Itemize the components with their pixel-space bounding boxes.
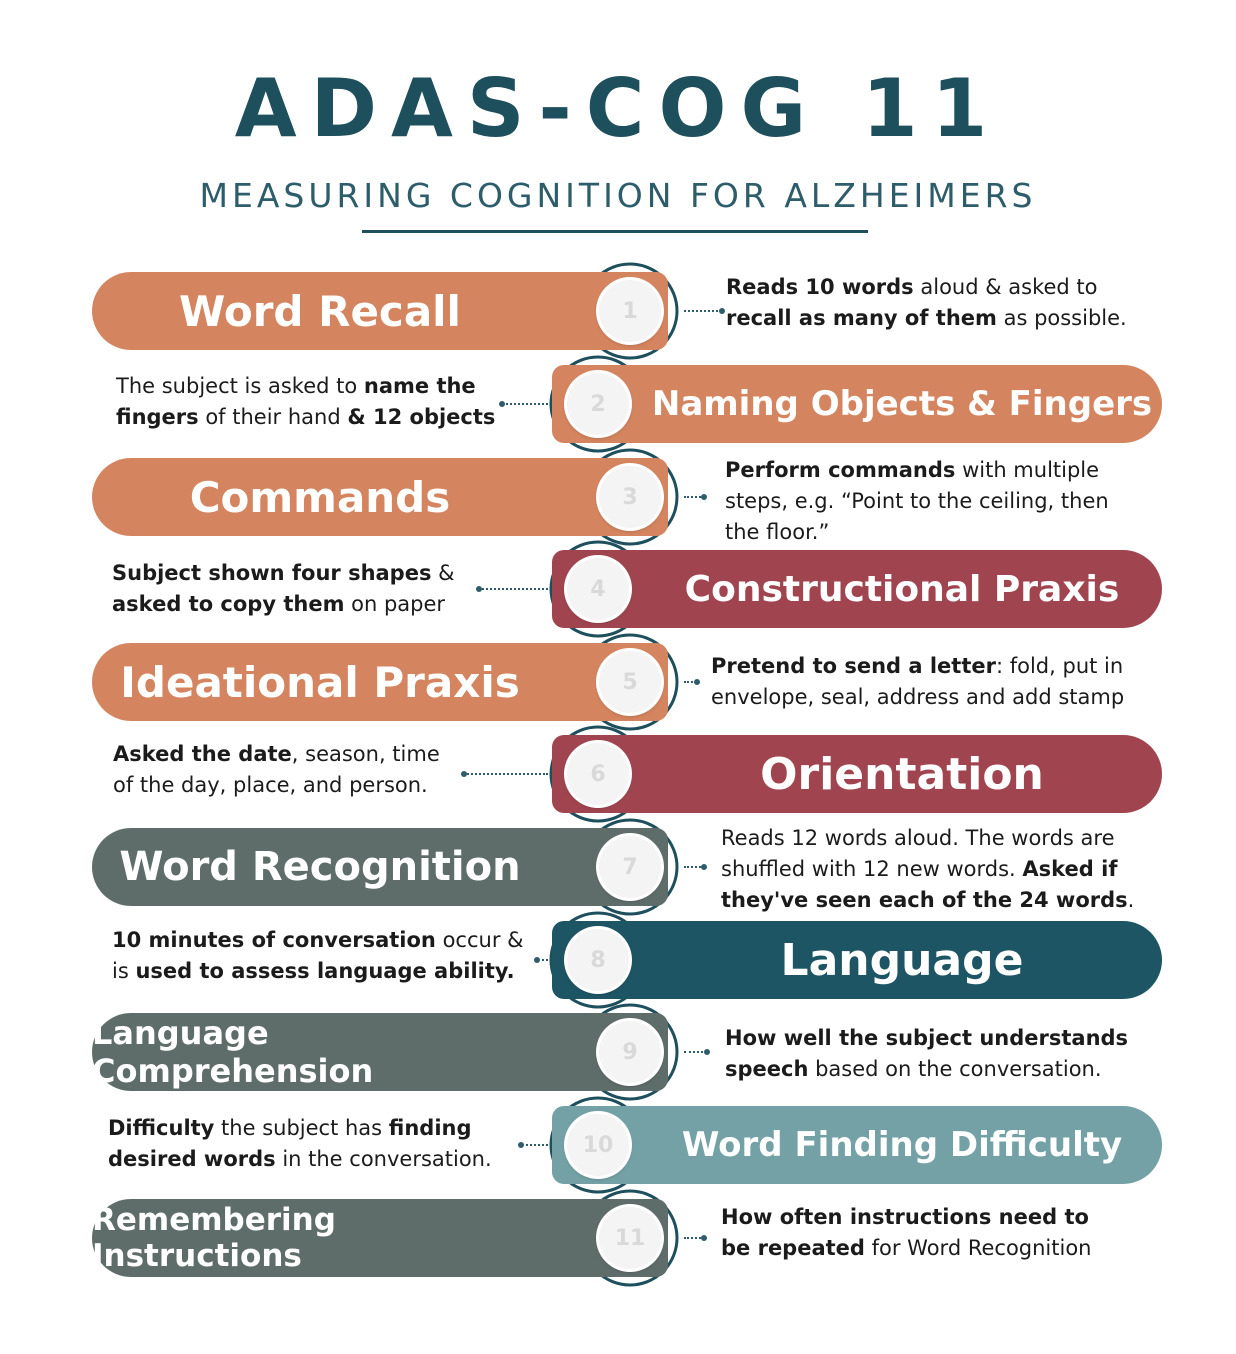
connector-dot xyxy=(704,1049,710,1055)
step-number: 5 xyxy=(599,651,661,713)
step-label-bar: Naming Objects & Fingers xyxy=(552,365,1162,443)
connector-dotted-line xyxy=(684,496,704,498)
step-label: Commands xyxy=(189,472,451,522)
connector-dotted-line xyxy=(684,1237,704,1239)
connector-dotted-line xyxy=(684,1051,707,1053)
step-number: 1 xyxy=(599,280,661,342)
step-description: Subject shown four shapes & asked to copy… xyxy=(112,561,455,616)
connector-dot xyxy=(719,308,725,314)
step-number: 10 xyxy=(567,1114,629,1176)
title-underline xyxy=(362,230,868,233)
step-number: 2 xyxy=(567,373,629,435)
step-label-bar: Ideational Praxis xyxy=(92,643,668,721)
connector-dotted-line xyxy=(684,866,704,868)
step-description: Reads 10 words aloud & asked to recall a… xyxy=(726,275,1127,330)
step-label-bar: Remembering Instructions xyxy=(92,1199,668,1277)
step-description: 10 minutes of conversation occur & is use… xyxy=(112,928,524,983)
step-label-bar: Word Recognition xyxy=(92,828,668,906)
step-number: 9 xyxy=(599,1021,661,1083)
connector-dotted-line xyxy=(537,959,548,961)
step-label: Language xyxy=(780,934,1024,986)
step-label: Constructional Praxis xyxy=(684,568,1120,610)
step-label-bar: Language xyxy=(552,921,1162,999)
step-description: Asked the date, season, time of the day, … xyxy=(113,742,440,797)
connector-dot xyxy=(701,864,707,870)
step-label-bar: Language Comprehension xyxy=(92,1013,668,1091)
step-label-bar: Word Finding Difficulty xyxy=(552,1106,1162,1184)
connector-dot xyxy=(694,679,700,685)
step-label-bar: Constructional Praxis xyxy=(552,550,1162,628)
connector-dotted-line xyxy=(684,310,722,312)
step-label-bar: Orientation xyxy=(552,735,1162,813)
step-label: Ideational Praxis xyxy=(120,657,520,707)
connector-dot xyxy=(701,1235,707,1241)
step-number: 11 xyxy=(599,1207,661,1269)
step-description: Perform commands with multiple steps, e.g… xyxy=(725,458,1109,544)
step-label-bar: Word Recall xyxy=(92,272,668,350)
page-title: ADAS-COG 11 xyxy=(234,62,1002,155)
connector-dot xyxy=(701,494,707,500)
connector-dotted-line xyxy=(521,1144,548,1146)
step-number: 8 xyxy=(567,929,629,991)
step-label: Naming Objects & Fingers xyxy=(651,384,1153,424)
step-label: Orientation xyxy=(760,748,1044,800)
step-description: Pretend to send a letter: fold, put in en… xyxy=(711,654,1125,709)
step-description: How often instructions need to be repeate… xyxy=(721,1205,1092,1260)
step-number: 6 xyxy=(567,743,629,805)
step-number: 7 xyxy=(599,836,661,898)
step-label: Word Recall xyxy=(179,286,461,336)
connector-dotted-line xyxy=(502,403,548,405)
step-description: How well the subject understands speech b… xyxy=(725,1026,1129,1081)
step-label: Remembering Instructions xyxy=(92,1202,336,1274)
step-label-bar: Commands xyxy=(92,458,668,536)
connector-dotted-line xyxy=(479,588,548,590)
page-subtitle: MEASURING COGNITION FOR ALZHEIMERS xyxy=(199,176,1037,215)
step-description: Reads 12 words aloud. The words are shuff… xyxy=(721,826,1135,912)
step-label: Word Recognition xyxy=(119,844,521,890)
step-label: Language Comprehension xyxy=(92,1014,374,1090)
connector-dotted-line xyxy=(464,773,548,775)
step-description: Difficulty the subject has finding desire… xyxy=(108,1116,492,1171)
connector-dotted-line xyxy=(684,681,697,683)
step-label: Word Finding Difficulty xyxy=(681,1125,1123,1165)
step-number: 3 xyxy=(599,466,661,528)
step-number: 4 xyxy=(567,558,629,620)
step-description: The subject is asked to name the fingers … xyxy=(116,374,496,429)
